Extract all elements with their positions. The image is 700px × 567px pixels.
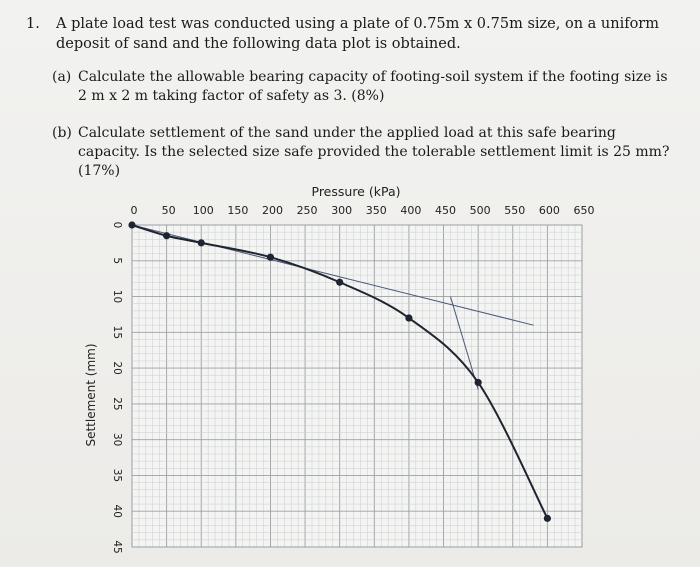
data-point [543, 514, 551, 522]
y-tick-label: 40 [111, 505, 123, 518]
y-tick-labels: 0 5 10 15 20 25 30 35 40 45 [111, 222, 123, 554]
part-a-label: (a) [52, 69, 72, 85]
question-text: A plate load test was conducted using a … [56, 16, 659, 52]
x-tick-label: 0 [131, 204, 138, 217]
y-tick-label: 10 [111, 290, 123, 303]
y-tick-label: 20 [111, 361, 123, 374]
x-tick-label: 150 [227, 204, 248, 217]
x-tick-labels: 0 50 100 150 200 250 300 350 400 450 500 550 600 650 [131, 204, 595, 217]
y-tick-label: 0 [111, 222, 123, 229]
tangent-line [449, 296, 479, 390]
x-tick-label: 100 [193, 204, 214, 217]
y-tick-label: 25 [111, 397, 123, 410]
part-a-text: Calculate the allowable bearing capacity… [78, 69, 668, 104]
part-a: (a) Calculate the allowable bearing capa… [52, 68, 672, 106]
y-tick-label: 30 [111, 433, 123, 446]
data-point [197, 239, 205, 247]
x-tick-label: 650 [574, 204, 595, 217]
x-tick-label: 450 [435, 204, 456, 217]
x-tick-label: 600 [539, 204, 560, 217]
data-point [128, 221, 136, 229]
x-tick-label: 50 [162, 204, 176, 217]
question-1: 1. A plate load test was conducted using… [26, 14, 676, 54]
x-tick-label: 400 [400, 204, 421, 217]
plot-area [131, 224, 583, 548]
y-tick-label: 5 [111, 257, 123, 264]
data-series [128, 221, 551, 522]
x-tick-label: 300 [331, 204, 352, 217]
y-tick-label: 35 [111, 469, 123, 482]
y-axis-label: Settlement (mm) [84, 343, 98, 446]
settlement-curve [131, 224, 549, 519]
part-b: (b) Calculate settlement of the sand und… [52, 124, 672, 181]
question-number: 1. [26, 16, 40, 32]
part-b-label: (b) [52, 125, 72, 141]
x-axis-label: Pressure (kPa) [312, 184, 401, 199]
x-tick-label: 550 [504, 204, 525, 217]
data-point [474, 378, 482, 387]
x-tick-label: 350 [366, 204, 387, 217]
x-tick-label: 200 [262, 204, 283, 217]
data-point [163, 232, 171, 240]
data-point [405, 314, 413, 322]
data-point [266, 253, 275, 261]
part-b-text: Calculate settlement of the sand under t… [78, 125, 670, 179]
y-tick-label: 45 [111, 540, 123, 553]
chart-grid [131, 224, 583, 548]
y-tick-label: 15 [111, 326, 123, 339]
x-tick-label: 250 [297, 204, 318, 217]
data-point [336, 278, 344, 286]
x-tick-label: 500 [470, 204, 491, 217]
